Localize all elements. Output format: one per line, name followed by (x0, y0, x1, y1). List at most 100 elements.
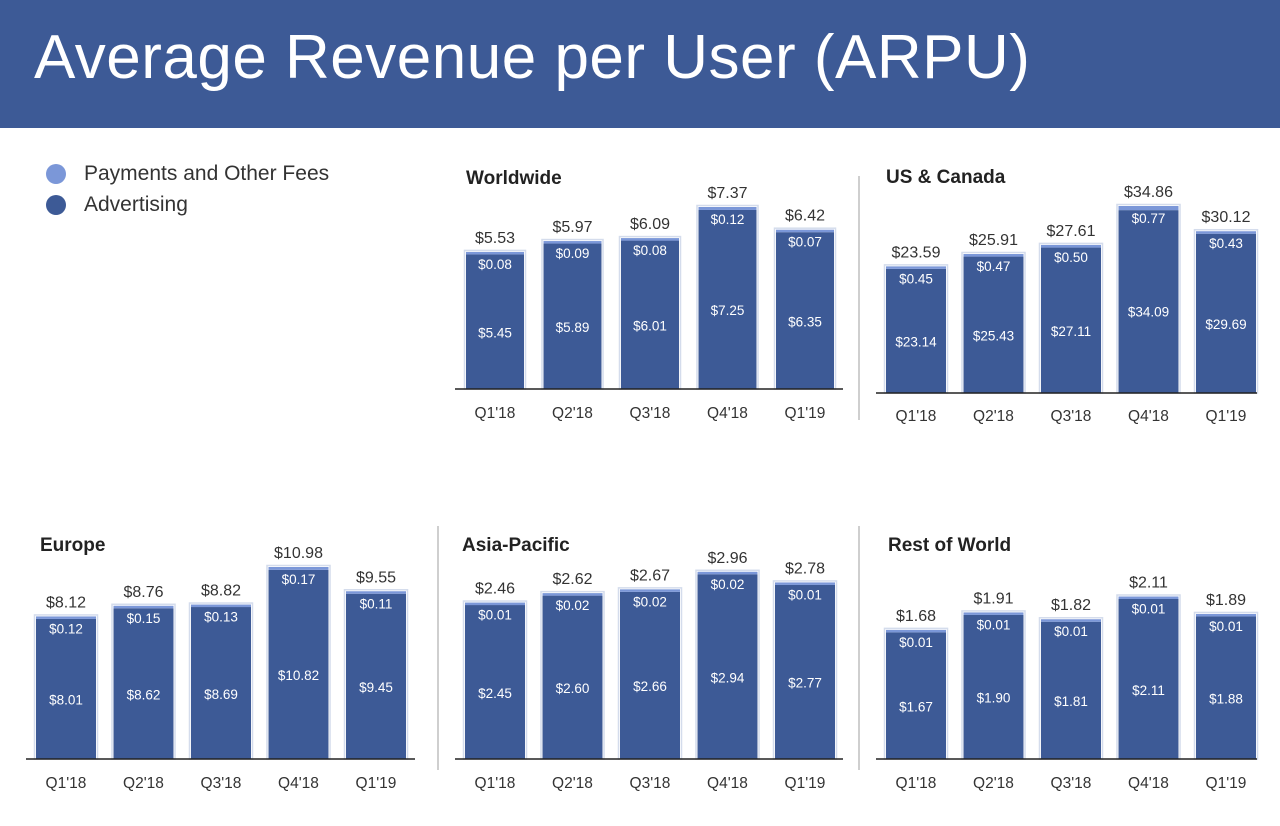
category-label: Q2'18 (123, 775, 164, 792)
bar-advertising (1041, 247, 1101, 393)
category-label: Q1'19 (785, 405, 826, 422)
legend-swatch-payments (46, 163, 66, 184)
advertising-label: $23.14 (895, 335, 937, 350)
payments-label: $0.50 (1054, 250, 1088, 265)
category-label: Q2'18 (973, 408, 1014, 425)
chart-panel: US & Canada $23.59 $0.45 $23.14 Q1'18 $25.91 $… (876, 167, 1259, 425)
chart-panel: Europe $8.12 $0.12 $8.01 Q1'18 $8.76 $0.15 $8.6… (26, 535, 415, 792)
panel-divider (858, 526, 860, 770)
advertising-label: $1.88 (1209, 691, 1243, 706)
chart-title: Rest of World (888, 535, 1011, 556)
bar-payments (1118, 596, 1179, 599)
advertising-label: $5.45 (478, 325, 512, 340)
bar-payments (1118, 206, 1179, 211)
advertising-label: $9.45 (359, 680, 393, 695)
bar-advertising (963, 614, 1024, 759)
payments-label: $0.15 (127, 611, 161, 626)
bar-payments (776, 229, 834, 233)
chart-panel: Asia-Pacific $2.46 $0.01 $2.45 Q1'18 $2.62 $0.… (455, 535, 843, 792)
legend-label: Advertising (84, 192, 188, 216)
legend-item-payments: Payments and Other Fees (46, 158, 329, 189)
category-label: Q1'19 (1206, 775, 1247, 792)
advertising-label: $7.25 (711, 303, 745, 318)
payments-label: $0.77 (1132, 211, 1166, 226)
category-label: Q2'18 (973, 775, 1014, 792)
bar-advertising (698, 209, 757, 389)
payments-label: $0.02 (633, 594, 667, 609)
bar-payments (543, 241, 602, 244)
advertising-label: $8.01 (49, 693, 83, 708)
bar-advertising (1041, 621, 1101, 759)
payments-label: $0.13 (204, 610, 238, 625)
bar-advertising (621, 240, 679, 389)
total-label: $25.91 (969, 232, 1018, 249)
payments-label: $0.01 (1209, 619, 1243, 634)
advertising-label: $27.11 (1051, 324, 1091, 339)
bar-advertising (113, 608, 174, 759)
total-label: $1.82 (1051, 597, 1091, 614)
advertising-label: $10.82 (278, 668, 319, 683)
bar-payments (886, 266, 946, 269)
advertising-label: $6.01 (633, 319, 667, 334)
bar-advertising (191, 607, 251, 759)
payments-label: $0.12 (49, 621, 83, 636)
category-label: Q1'18 (896, 408, 937, 425)
category-label: Q1'18 (475, 405, 516, 422)
payments-label: $0.09 (556, 246, 590, 261)
advertising-label: $2.60 (556, 681, 590, 696)
advertising-label: $8.62 (127, 687, 161, 702)
total-label: $2.11 (1129, 575, 1168, 592)
bar-payments (1041, 244, 1101, 248)
category-label: Q4'18 (707, 405, 748, 422)
bar-advertising (776, 232, 834, 389)
category-label: Q1'18 (46, 775, 87, 792)
payments-label: $0.02 (711, 577, 745, 592)
bar-advertising (36, 618, 96, 759)
bar-advertising (1196, 616, 1256, 759)
advertising-label: $25.43 (973, 329, 1014, 344)
total-label: $5.53 (475, 230, 515, 247)
total-label: $2.67 (630, 567, 670, 584)
category-label: Q3'18 (201, 775, 242, 792)
panel-divider (437, 526, 439, 770)
bar-payments (466, 251, 524, 255)
category-label: Q4'18 (1128, 775, 1169, 792)
bar-advertising (1118, 210, 1179, 393)
total-label: $27.61 (1047, 223, 1096, 240)
bar-advertising (465, 605, 525, 759)
category-label: Q1'19 (1206, 408, 1247, 425)
advertising-label: $29.69 (1205, 317, 1246, 332)
bar-payments (1196, 231, 1256, 234)
chart-panel: Rest of World $1.68 $0.01 $1.67 Q1'18 $1.91 $0… (876, 535, 1259, 792)
advertising-label: $5.89 (556, 320, 590, 335)
bar-payments (620, 589, 680, 592)
advertising-label: $1.81 (1054, 694, 1088, 709)
advertising-label: $2.66 (633, 679, 667, 694)
advertising-label: $6.35 (788, 314, 822, 329)
chart-title: Worldwide (466, 168, 562, 189)
payments-label: $0.07 (788, 235, 822, 250)
payments-label: $0.01 (788, 587, 822, 602)
total-label: $10.98 (274, 545, 323, 562)
bar-advertising (1118, 599, 1179, 759)
bar-advertising (542, 595, 603, 759)
bar-advertising (346, 593, 406, 759)
total-label: $30.12 (1202, 209, 1251, 226)
advertising-label: $2.45 (478, 686, 512, 701)
category-label: Q1'18 (896, 775, 937, 792)
advertising-label: $1.67 (899, 699, 933, 714)
total-label: $8.82 (201, 583, 241, 600)
total-label: $1.91 (973, 590, 1013, 607)
category-label: Q3'18 (1051, 408, 1092, 425)
bar-advertising (1196, 233, 1256, 393)
payments-label: $0.01 (478, 608, 512, 623)
payments-label: $0.17 (282, 572, 316, 587)
total-label: $23.59 (892, 244, 941, 261)
advertising-label: $2.94 (711, 670, 745, 685)
total-label: $6.09 (630, 216, 670, 233)
total-label: $9.55 (356, 569, 396, 586)
total-label: $1.89 (1206, 592, 1246, 609)
legend: Payments and Other Fees Advertising (46, 158, 329, 220)
payments-label: $0.11 (360, 596, 393, 611)
category-label: Q3'18 (630, 405, 671, 422)
